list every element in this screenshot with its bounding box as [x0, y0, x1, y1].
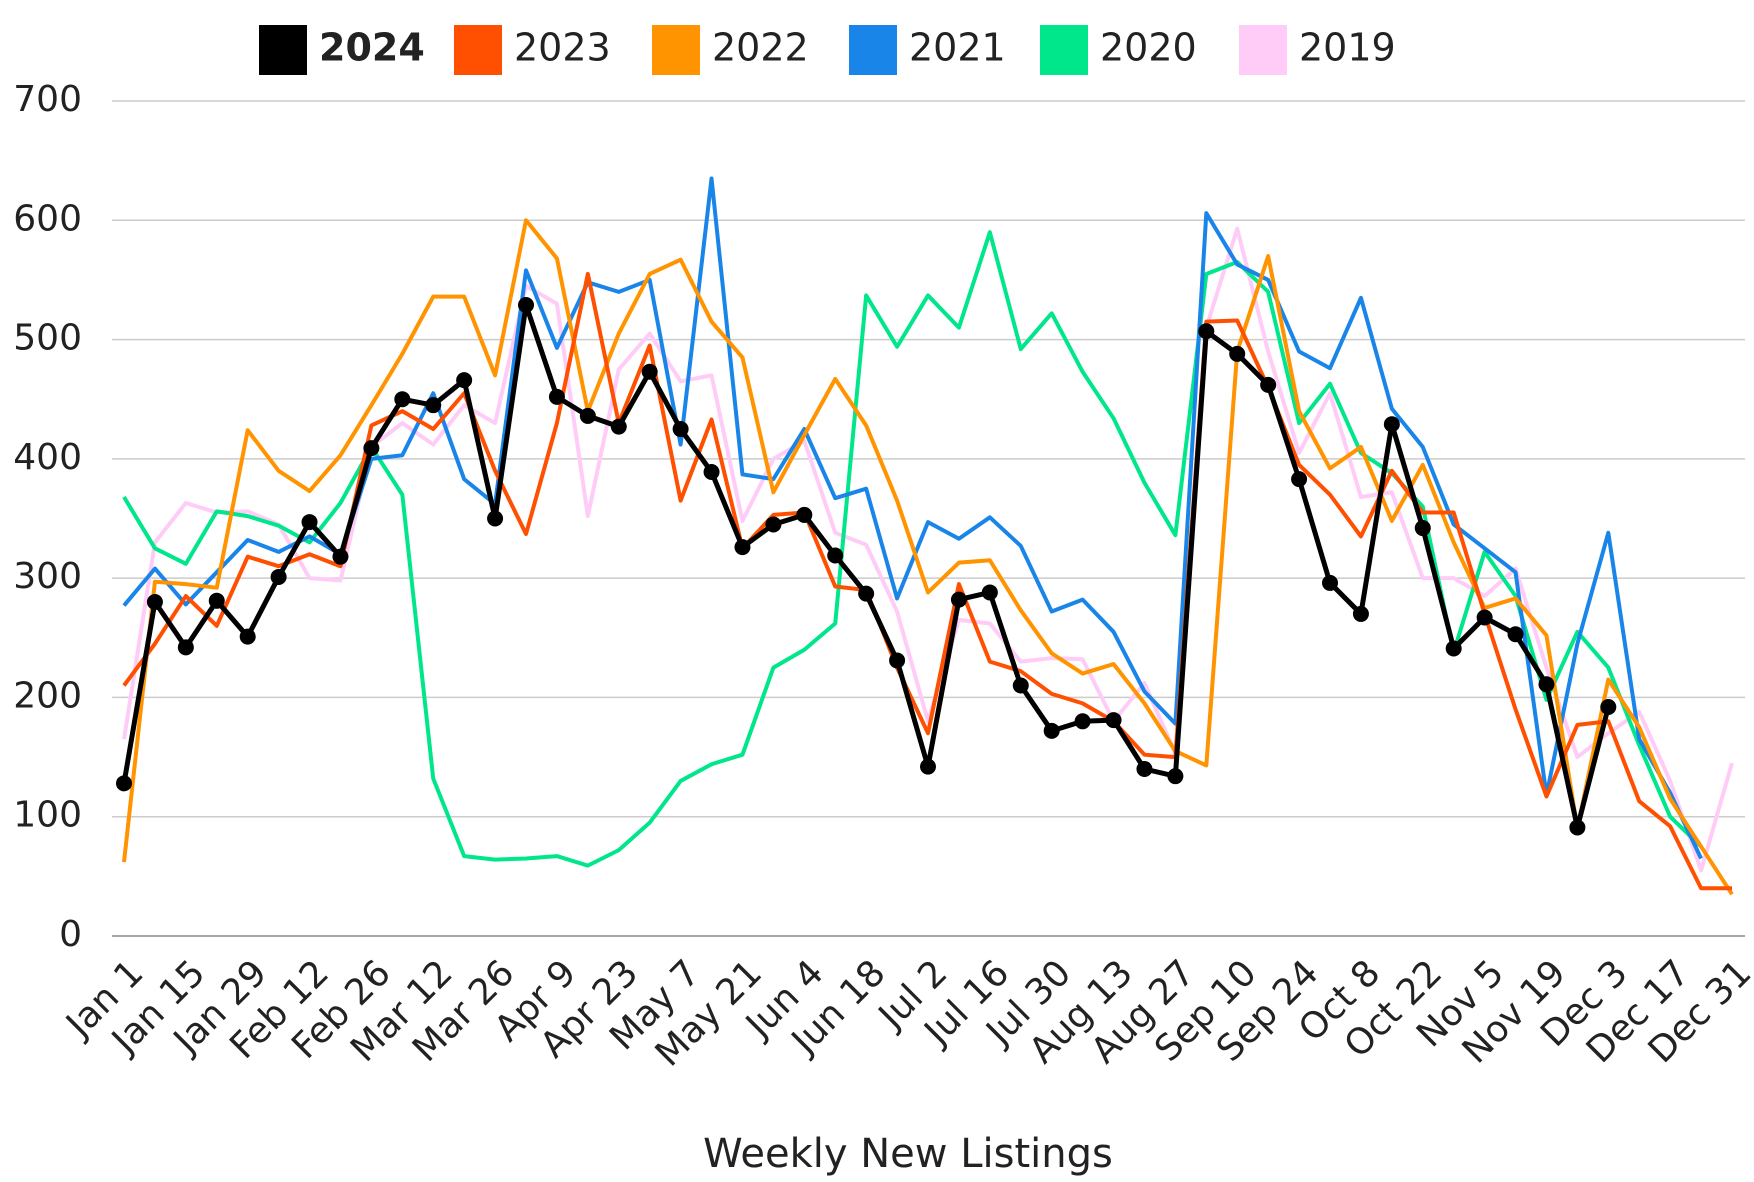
data-point	[116, 775, 132, 792]
y-tick-label: 300	[13, 556, 82, 597]
data-point	[1291, 471, 1308, 488]
data-point	[394, 391, 411, 408]
chart-title: Weekly New Listings	[703, 1131, 1113, 1177]
data-point	[177, 639, 194, 656]
data-point	[1198, 323, 1215, 340]
data-point	[920, 758, 936, 775]
data-point	[208, 592, 225, 609]
data-point	[1105, 712, 1122, 729]
data-point	[641, 363, 658, 380]
data-point	[487, 510, 504, 527]
y-tick-label: 0	[59, 914, 82, 955]
series-line	[122, 226, 1734, 873]
data-point	[146, 594, 163, 610]
data-point	[610, 418, 627, 435]
data-point	[672, 421, 689, 438]
legend-label: 2020	[1100, 26, 1197, 70]
legend-label: 2019	[1299, 26, 1396, 70]
y-tick-label: 600	[13, 198, 82, 239]
legend-swatch	[454, 25, 502, 75]
y-tick-label: 500	[13, 318, 82, 359]
data-point	[518, 296, 534, 313]
data-point	[1043, 722, 1060, 739]
data-point	[548, 388, 565, 405]
data-point	[425, 397, 442, 414]
y-tick-label: 400	[13, 437, 82, 478]
data-point	[1260, 376, 1277, 393]
legend-label: 2024	[319, 26, 425, 70]
data-point	[796, 506, 813, 523]
data-point	[827, 547, 844, 564]
legend-swatch	[1239, 25, 1287, 75]
data-point	[1383, 416, 1400, 433]
data-point	[239, 628, 256, 645]
data-point	[456, 372, 473, 389]
y-tick-label: 100	[13, 795, 82, 836]
data-point	[703, 463, 720, 480]
data-point	[1012, 677, 1029, 694]
legend-swatch	[652, 25, 700, 75]
data-point	[1074, 713, 1091, 730]
data-point	[1136, 761, 1153, 777]
data-point	[1352, 605, 1369, 622]
series-line	[122, 218, 1734, 896]
data-point	[1569, 819, 1586, 836]
y-tick-label: 200	[13, 675, 82, 716]
legend-label: 2021	[909, 26, 1006, 70]
legend-swatch	[849, 25, 897, 75]
data-point	[1445, 640, 1462, 657]
data-point	[579, 407, 596, 424]
series-line	[122, 271, 1732, 891]
data-point	[301, 514, 318, 531]
data-point	[1600, 698, 1617, 715]
data-point	[1476, 609, 1493, 626]
data-point	[1414, 520, 1431, 537]
legend-label: 2022	[712, 26, 809, 70]
data-point	[1322, 574, 1338, 591]
data-point	[363, 440, 380, 457]
data-point	[858, 585, 875, 602]
data-point	[332, 548, 349, 565]
data-point	[1229, 345, 1246, 362]
data-point	[1507, 626, 1524, 643]
y-tick-label: 700	[13, 79, 82, 120]
data-point	[734, 539, 751, 556]
data-point	[889, 652, 906, 669]
legend-swatch	[1040, 25, 1088, 75]
data-point	[765, 516, 782, 533]
data-point	[270, 568, 287, 585]
data-point	[1167, 768, 1184, 785]
legend-label: 2023	[514, 26, 611, 70]
data-point	[950, 591, 967, 608]
series-line	[122, 176, 1703, 860]
data-point	[1538, 676, 1555, 693]
data-point	[981, 584, 998, 601]
legend-swatch	[259, 25, 307, 75]
